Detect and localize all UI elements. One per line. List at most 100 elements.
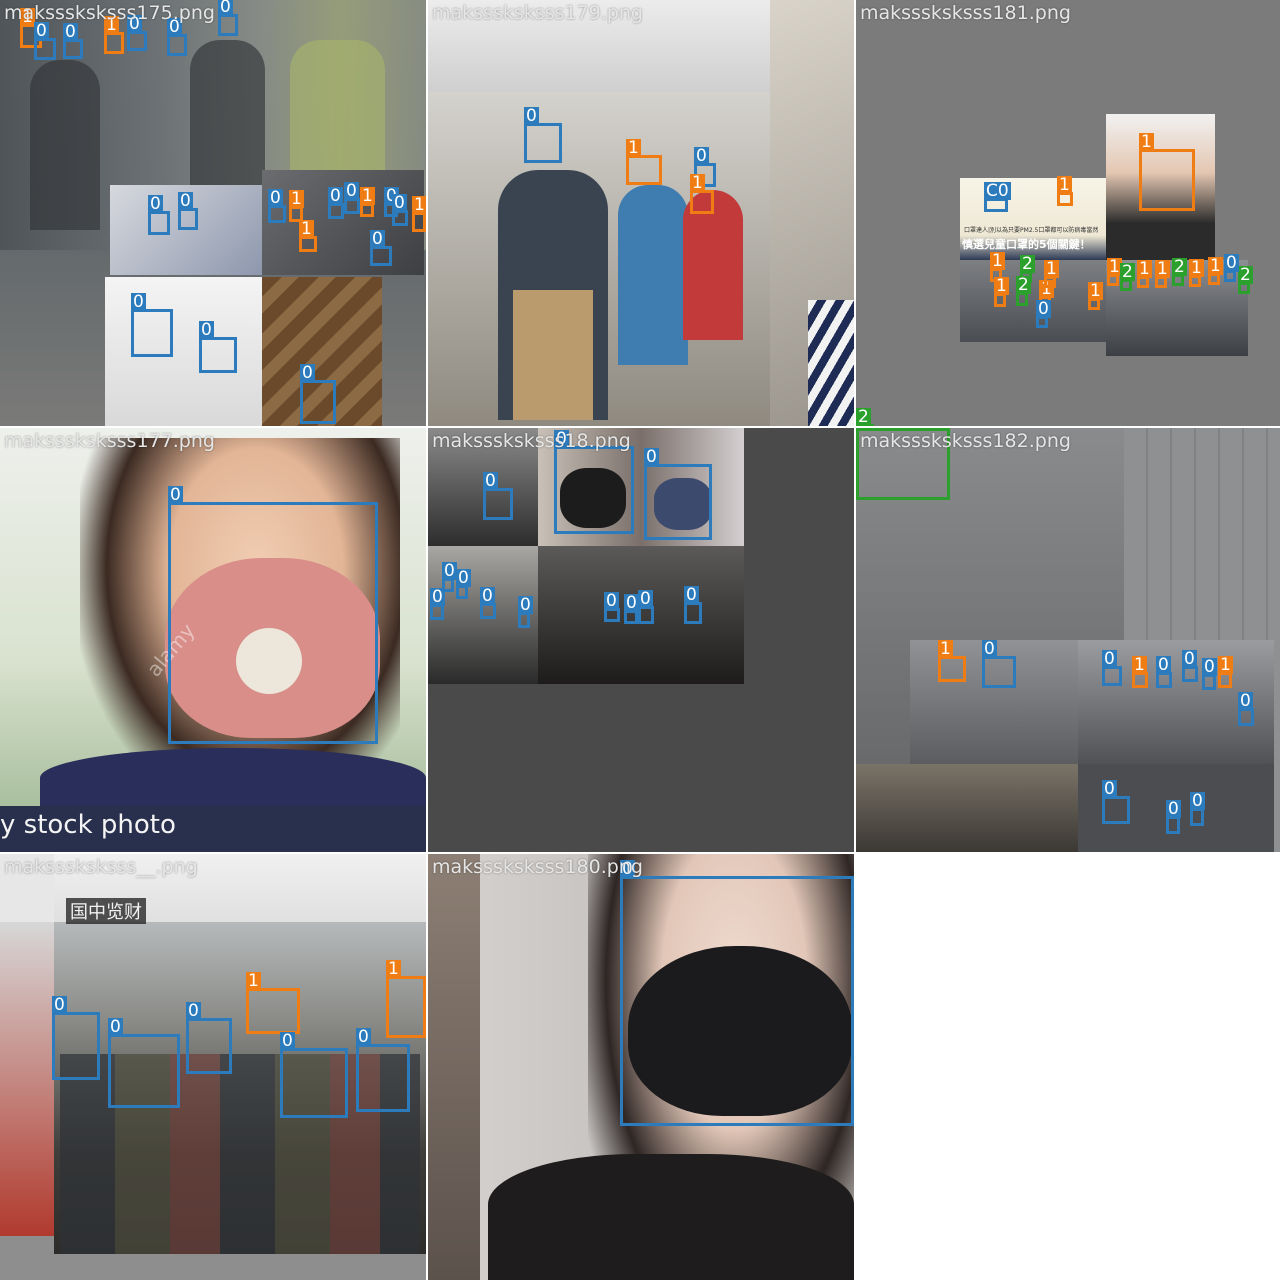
detection-box: 0 xyxy=(167,18,187,56)
detection-box: 1 xyxy=(938,640,966,682)
detection-box: 0 xyxy=(430,588,445,620)
detection-box: 1 xyxy=(1155,260,1170,288)
detection-box: 0 xyxy=(34,22,56,60)
detection-box: 1 xyxy=(626,139,662,185)
banner-text: 国中览财 xyxy=(66,898,146,924)
detection-box: 0 xyxy=(218,0,238,36)
detection-box: 0 xyxy=(684,586,702,624)
tile-180: maksssksksss180.png 0 xyxy=(428,854,854,1280)
detection-box: 1 xyxy=(1088,282,1103,310)
detection-box: 2 xyxy=(1238,266,1253,294)
banner-subtext: 口罩達人|別以為只要PM2.5口罩都可以防病毒當然 xyxy=(964,227,1099,234)
file-name: maksssksksss180.png xyxy=(432,856,643,878)
detection-box: 1 xyxy=(1044,260,1059,288)
detection-box: 0 xyxy=(1102,650,1122,686)
detection-box: 1 xyxy=(299,220,317,252)
detection-box: 0 xyxy=(456,569,471,599)
detection-box: 2 xyxy=(1016,276,1031,306)
detection-box: 2 xyxy=(1120,263,1135,291)
tile-18: maksssksksss18.png 0 0 0 0 0 0 0 0 0 0 0… xyxy=(428,428,854,852)
file-name: maksssksksss177.png xyxy=(4,430,215,452)
detection-box: 1 xyxy=(1189,259,1204,287)
tile-182: maksssksksss182.png 2 1 0 0 1 0 0 0 1 0 … xyxy=(856,428,1280,852)
detection-box: 0 xyxy=(178,192,198,230)
watermark-caption: y stock photo xyxy=(0,810,176,840)
detection-box: 0 xyxy=(168,486,378,744)
detection-box: 0 xyxy=(554,430,634,534)
detection-box: 0 xyxy=(392,194,408,226)
file-name: maksssksksss175.png xyxy=(4,2,215,24)
tile-179: maksssksksss179.png 0 1 0 1 xyxy=(428,0,854,426)
detection-box: 0 xyxy=(328,187,344,219)
black-mask xyxy=(628,946,852,1116)
detection-box: 0 xyxy=(370,230,392,266)
detection-box: 0 xyxy=(186,1002,232,1074)
detection-box: 0 xyxy=(982,640,1016,688)
detection-box: 0 xyxy=(644,448,712,540)
detection-box: 0 xyxy=(1190,792,1205,826)
detection-box: 1 xyxy=(289,190,304,222)
detection-box: 0 xyxy=(1036,300,1051,328)
detection-box: 2 xyxy=(856,408,874,426)
detection-box: 1 xyxy=(104,16,124,54)
detection-box: 2 xyxy=(1172,258,1187,286)
detection-box: 0 xyxy=(1182,650,1198,682)
detection-box: 0 xyxy=(442,562,457,592)
banner-title: 慎選兒童口罩的5個關鍵！ xyxy=(962,238,1091,251)
detection-box: 0 xyxy=(524,107,562,163)
tile-177: y stock photo alamy maksssksksss177.png … xyxy=(0,428,426,852)
detection-box: 1 xyxy=(246,972,300,1034)
detection-box: 0 xyxy=(148,195,170,235)
detection-box: 0 xyxy=(199,321,237,373)
detection-box: 1 xyxy=(1107,258,1122,286)
detection-box: 1 xyxy=(690,174,714,214)
detection-box: 1 xyxy=(1139,133,1195,211)
detection-box: 1 xyxy=(1057,176,1073,206)
file-name: maksssksksss182.png xyxy=(860,430,1071,452)
file-name: maksssksksss181.png xyxy=(860,2,1071,24)
detection-box: 0 xyxy=(127,15,147,51)
tile-crowd: 国中览财 maksssksksss__.png 0 0 0 1 0 0 1 xyxy=(0,854,426,1280)
detection-box: 0 xyxy=(1238,692,1254,726)
detection-box: 0 xyxy=(1102,780,1130,824)
detection-box: 1 xyxy=(1208,257,1223,285)
portrait-photo xyxy=(1106,114,1215,260)
detection-box: 1 xyxy=(994,277,1009,307)
file-name: maksssksksss__.png xyxy=(4,856,198,878)
detection-box: 1 xyxy=(1137,260,1152,288)
detection-box: 0 xyxy=(624,594,639,624)
detection-box: 0 xyxy=(344,182,360,214)
detection-box: 0 xyxy=(483,472,513,520)
detection-box: 1 xyxy=(412,196,426,232)
crowd-photo xyxy=(960,260,1106,342)
file-name: maksssksksss18.png xyxy=(432,430,631,452)
detection-box: 0 xyxy=(620,860,854,1126)
mask-valve xyxy=(236,628,302,694)
detection-box: 0 xyxy=(52,996,100,1080)
crowd-photo-4 xyxy=(538,546,744,684)
detection-box: 0 xyxy=(604,592,620,622)
detection-box: 0 xyxy=(518,596,533,628)
detection-box: 0 xyxy=(1224,254,1239,282)
detection-box: 1 xyxy=(1218,656,1233,688)
file-name: maksssksksss179.png xyxy=(432,2,643,24)
tile-181: 口罩達人|別以為只要PM2.5口罩都可以防病毒當然 慎選兒童口罩的5個關鍵！ m… xyxy=(856,0,1280,426)
detection-box: 0 xyxy=(280,1032,348,1118)
detection-box: 0 xyxy=(300,364,336,424)
detection-box: 0 xyxy=(638,590,654,624)
detection-box: 0 xyxy=(63,23,83,59)
detection-box: 0 xyxy=(356,1028,410,1112)
detection-box: 1 xyxy=(386,960,426,1038)
detection-box: 2 xyxy=(856,428,950,500)
detection-box: 0 xyxy=(108,1018,180,1108)
tile-175: maksssksksss175.png 1 0 0 1 0 0 0 0 0 0 … xyxy=(0,0,426,426)
detection-box: 0 xyxy=(1202,658,1217,690)
detection-box: 0 xyxy=(268,189,286,223)
detection-box: 1 xyxy=(360,187,375,217)
detection-box: 1 xyxy=(1132,656,1148,688)
detection-box: 0 xyxy=(131,293,173,357)
detection-box: 0 xyxy=(1166,800,1181,834)
detection-box: C0 xyxy=(984,182,1011,212)
detection-box: 0 xyxy=(480,587,496,619)
